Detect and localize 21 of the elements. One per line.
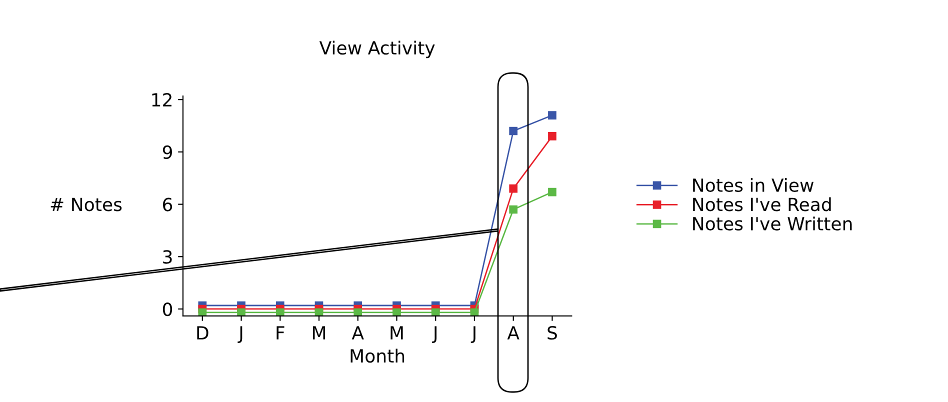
legend-label: Notes I've Read: [693, 197, 831, 212]
x-tick-label: M: [390, 326, 403, 340]
y-tick-label: 12: [152, 93, 172, 106]
y-tick-label: 0: [162, 302, 172, 316]
x-tick-label: F: [276, 326, 284, 340]
x-tick-label: J: [238, 326, 242, 344]
x-tick-label: A: [507, 326, 520, 340]
x-axis-title: Month: [350, 348, 404, 363]
x-tick-label: A: [352, 326, 364, 340]
y-tick-label: 9: [162, 145, 172, 160]
y-tick-label: 6: [163, 198, 172, 212]
legend-label: Notes in View: [693, 178, 814, 192]
x-tick-label: D: [197, 326, 208, 340]
chart-title: View Activity: [319, 40, 435, 58]
y-tick-label: 3: [163, 250, 172, 264]
legend-label: Notes I've Written: [693, 216, 852, 231]
x-tick-label: S: [548, 326, 557, 340]
x-tick-label: M: [312, 326, 326, 340]
x-tick-label: J: [432, 326, 436, 344]
y-axis-title: # Notes: [50, 198, 122, 212]
x-tick-label: J: [470, 326, 476, 344]
